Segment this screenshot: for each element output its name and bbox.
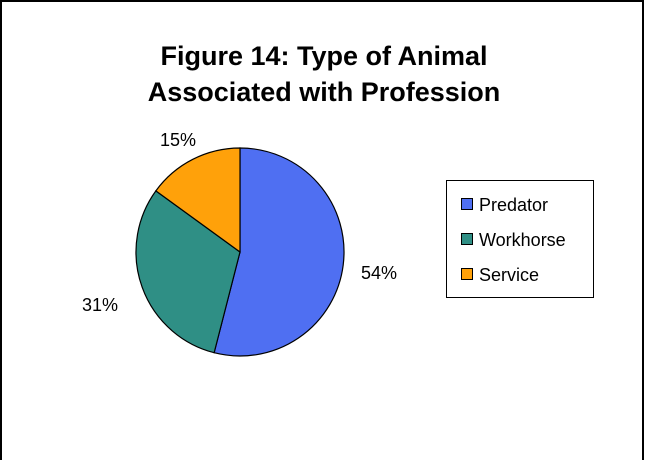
legend-swatch-workhorse xyxy=(461,233,473,246)
pie-slice-predator xyxy=(213,147,345,357)
legend-item-service: Service xyxy=(461,264,539,286)
chart-title: Figure 14: Type of Animal Associated wit… xyxy=(2,38,646,110)
legend-label-service: Service xyxy=(479,265,540,285)
data-label-predator: 54% xyxy=(361,263,397,283)
pie-slice-service xyxy=(155,147,241,254)
legend-item-predator: Predator xyxy=(461,194,548,216)
chart-title-line-2: Associated with Profession xyxy=(147,77,501,107)
chart-title-line-1: Figure 14: Type of Animal xyxy=(160,41,488,71)
legend-label-predator: Predator xyxy=(479,195,549,215)
legend-swatch-predator xyxy=(461,198,473,211)
legend-item-workhorse: Workhorse xyxy=(461,229,566,251)
legend-swatch-service xyxy=(461,268,473,281)
data-label-workhorse: 31% xyxy=(82,295,118,315)
legend-label-workhorse: Workhorse xyxy=(479,230,566,250)
legend: Predator Workhorse Service xyxy=(446,180,594,298)
data-label-service: 15% xyxy=(160,130,196,150)
pie-slice-workhorse xyxy=(135,190,241,354)
